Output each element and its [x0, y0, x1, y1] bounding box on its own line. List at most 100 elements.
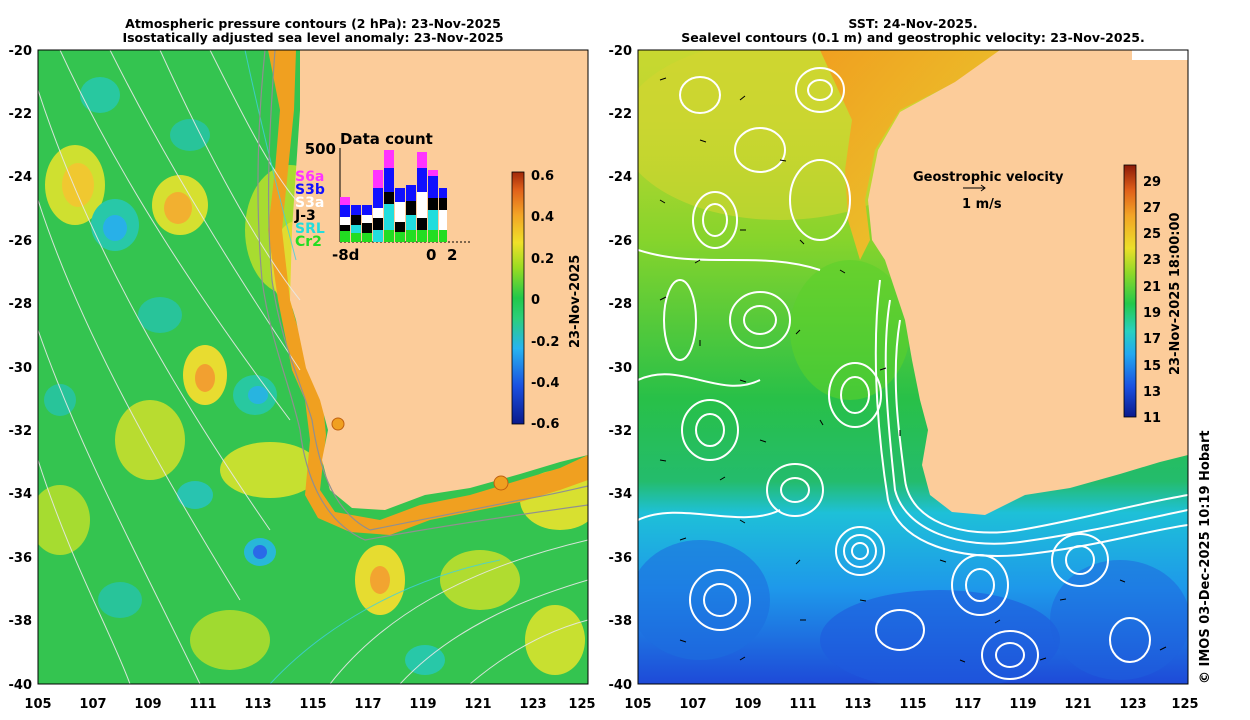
sst-colorbar-tick: 19 — [1143, 306, 1161, 321]
sea-level-anomaly-field — [38, 50, 588, 684]
bar-segment — [384, 230, 394, 242]
lat-tick-label: -22 — [9, 107, 33, 122]
legend-j3: J-3 — [294, 208, 316, 224]
sst-colorbar-tick: 29 — [1143, 175, 1161, 190]
bar-segment — [395, 202, 405, 222]
left-title-line2: Isostatically adjusted sea level anomaly… — [122, 30, 504, 45]
cyan-contours — [244, 50, 501, 684]
lon-tick-label: 115 — [899, 697, 926, 712]
bar-segment — [439, 230, 447, 242]
bathymetry-lines — [257, 50, 588, 541]
data-count-xlabel-zero: 0 — [426, 246, 436, 264]
right-map-title: SST: 24-Nov-2025. Sealevel contours (0.1… — [638, 17, 1188, 45]
sst-colorbar-tick: 21 — [1143, 280, 1161, 295]
data-count-xlabel-start: -8d — [332, 246, 359, 264]
bar-segment — [340, 225, 350, 231]
bar-segment — [384, 204, 394, 230]
sst-field — [638, 50, 1188, 684]
lon-tick-label: 115 — [299, 697, 326, 712]
legend-s3a: S3a — [295, 195, 324, 211]
lat-tick-label: -26 — [609, 234, 633, 249]
right-title-line1: SST: 24-Nov-2025. — [848, 16, 978, 31]
lat-tick-label: -40 — [9, 678, 33, 693]
lat-tick-label: -22 — [609, 107, 633, 122]
lon-tick-label: 121 — [1064, 697, 1091, 712]
lon-tick-label: 111 — [789, 697, 816, 712]
bar-segment — [395, 222, 405, 232]
right-map-frame — [637, 49, 1189, 685]
island-marker — [493, 475, 509, 491]
satellite-legend: S6a S3b S3a J-3 SRL Cr2 — [294, 169, 325, 250]
bar-segment — [439, 188, 447, 198]
velocity-arrowhead-icon — [980, 184, 986, 192]
lon-tick-label: 123 — [1119, 697, 1146, 712]
bar-segment — [395, 188, 405, 202]
lat-tick-label: -32 — [9, 424, 33, 439]
lat-tick-label: -24 — [609, 170, 633, 185]
lon-tick-label: 121 — [464, 697, 491, 712]
right-title-line2: Sealevel contours (0.1 m) and geostrophi… — [681, 30, 1145, 45]
imos-credit: © IMOS 03-Dec-2025 10:19 Hobart — [1198, 430, 1213, 684]
sst-colorbar-tick: 17 — [1143, 332, 1161, 347]
sla-colorbar-tick: 0 — [531, 293, 540, 308]
lat-tick-label: -32 — [609, 424, 633, 439]
australia-landmass-right — [868, 50, 1188, 515]
data-count-inset: Data count 500 S6a S3b S3a J-3 SRL Cr2 -… — [294, 130, 470, 264]
lat-tick-label: -20 — [9, 44, 33, 59]
bar-segment — [384, 168, 394, 192]
lat-tick-label: -28 — [9, 297, 33, 312]
sst-colorbar-tick: 15 — [1143, 359, 1161, 374]
lon-tick-label: 113 — [244, 697, 271, 712]
sla-colorbar-tick: -0.2 — [531, 335, 559, 350]
bar-segment — [340, 217, 350, 225]
bar-segment — [406, 185, 416, 201]
legend-cr2: Cr2 — [295, 234, 322, 250]
sst-colorbar-gradient — [1123, 164, 1137, 418]
left-lon-axis: 105 107 109 111 113 115 117 119 121 123 … — [24, 697, 595, 712]
coastal-warm-band — [268, 50, 588, 535]
lon-tick-label: 125 — [1171, 697, 1198, 712]
bar-segment — [384, 192, 394, 204]
sla-colorbar-tick: -0.4 — [531, 376, 559, 391]
bar-segment — [428, 198, 438, 210]
bar-segment — [373, 230, 383, 242]
sst-colorbar: 29 27 25 23 21 19 17 15 13 11 23-Nov-202… — [1123, 164, 1183, 426]
sla-colorbar: 0.6 0.4 0.2 0 -0.2 -0.4 -0.6 23-Nov-2025 — [511, 169, 583, 432]
map-edge-mask — [1132, 50, 1188, 60]
bar-segment — [428, 210, 438, 230]
lat-tick-label: -40 — [609, 678, 633, 693]
data-count-bars — [340, 150, 447, 242]
bar-segment — [340, 197, 350, 205]
bar-segment — [428, 176, 438, 198]
pressure-contours — [38, 50, 588, 684]
bar-segment — [373, 218, 383, 230]
sla-colorbar-tick: 0.2 — [531, 252, 554, 267]
lat-tick-label: -20 — [609, 44, 633, 59]
bar-segment — [417, 218, 427, 230]
bar-segment — [428, 170, 438, 176]
lat-tick-label: -36 — [609, 551, 633, 566]
bar-segment — [439, 198, 447, 210]
sealevel-contours — [638, 67, 1188, 680]
bar-segment — [417, 192, 427, 218]
lon-tick-label: 107 — [679, 697, 706, 712]
lat-tick-label: -26 — [9, 234, 33, 249]
bar-segment — [406, 215, 416, 230]
sst-colorbar-tick: 23 — [1143, 253, 1161, 268]
bar-segment — [351, 205, 361, 215]
bar-segment — [406, 201, 416, 215]
bar-segment — [439, 210, 447, 230]
right-lon-axis: 105 107 109 111 113 115 117 119 121 123 … — [624, 697, 1198, 712]
bar-segment — [428, 230, 438, 242]
bar-segment — [340, 231, 350, 242]
bar-segment — [351, 233, 361, 242]
velocity-legend: Geostrophic velocity 1 m/s — [913, 170, 1064, 212]
velocity-vectors — [659, 77, 1167, 663]
left-lat-axis: -20 -22 -24 -26 -28 -30 -32 -34 -36 -38 … — [9, 44, 33, 693]
bar-segment — [406, 230, 416, 242]
lon-tick-label: 113 — [844, 697, 871, 712]
left-map-title: Atmospheric pressure contours (2 hPa): 2… — [38, 17, 588, 45]
legend-s6a: S6a — [295, 169, 324, 185]
lon-tick-label: 109 — [734, 697, 761, 712]
